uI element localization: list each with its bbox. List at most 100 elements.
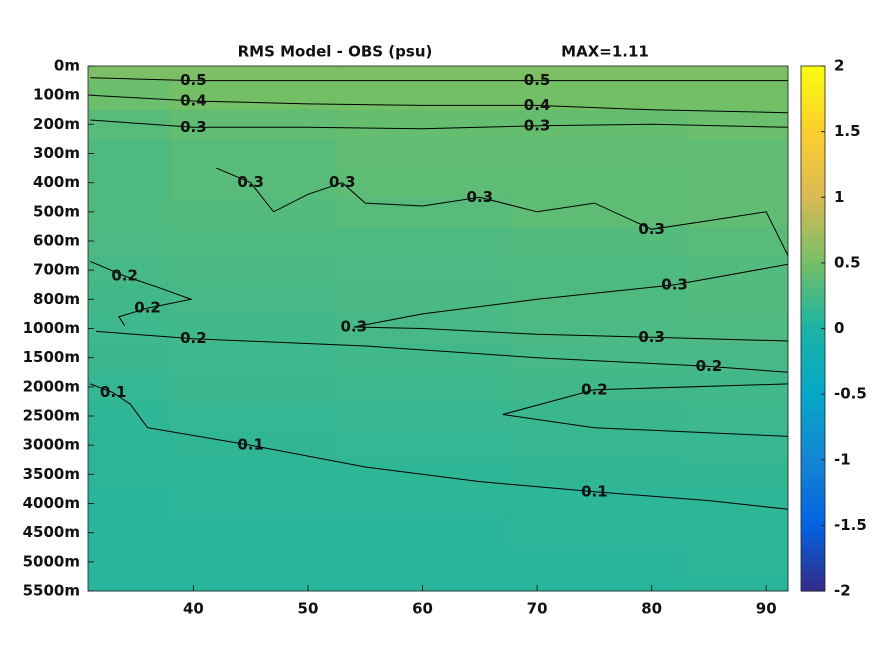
field-cell [170,488,338,519]
colorbar-segment [801,455,825,461]
contour-label: 0.3 [467,188,494,206]
colorbar-segment [801,217,825,223]
colorbar-segment [801,406,825,412]
colorbar-segment [801,143,825,149]
colorbar-segment [801,545,825,551]
colorbar-segment [801,189,825,194]
field-cell [336,488,509,519]
contour-label: 0.3 [341,318,368,336]
colorbar-segment [801,78,825,84]
contour-line [95,330,789,373]
field-cell [686,284,789,315]
contour-line [90,94,789,114]
colorbar-segment [801,508,825,514]
field-cell [336,576,509,592]
colorbar-segment [801,86,825,92]
colorbar-segment [801,307,825,313]
y-tick-label: 5000m [23,552,80,570]
field-cell [88,168,171,198]
contour-line [216,167,789,256]
colorbar-segment [801,201,825,207]
field-cell [336,430,509,461]
colorbar-segment [801,414,825,420]
colorbar-segment [801,504,825,510]
field-cell [170,518,338,548]
y-tick-label: 3500m [23,465,80,483]
colorbar-segment [801,377,825,383]
colorbar-segment [801,344,825,350]
colorbar-segment [801,484,825,490]
colorbar-segment [801,66,825,71]
colorbar-segment [801,541,825,547]
field-cell [336,284,509,315]
colorbar-tick-label: -0.5 [834,385,867,403]
contour-line [353,263,789,342]
colorbar-segment [801,533,825,539]
colorbar-tick-label: -1 [834,450,851,468]
y-tick-label: 4500m [23,523,80,541]
colorbar-segment [801,381,825,387]
field-cell [88,430,171,461]
field-cell [170,168,338,198]
colorbar-segment [801,554,825,559]
colorbar-segment [801,332,825,338]
field-cell [88,372,171,402]
colorbar-segment [801,82,825,88]
field-cell [508,372,687,402]
colorbar-segment [801,451,825,457]
colorbar-tick-label: -2 [834,582,851,600]
colorbar-tick-label: 1 [834,188,844,206]
colorbar-segment [801,525,825,531]
colorbar-segment [801,111,825,116]
colorbar-segment [801,574,825,580]
field-cell [686,80,789,111]
colorbar-segment [801,410,825,416]
field-cell [170,284,338,315]
y-tick-label: 500m [33,202,80,220]
colorbar-tick-label: 0 [834,319,844,337]
colorbar-segment [801,164,825,170]
colorbar-segment [801,521,825,526]
colorbar-segment [801,107,825,112]
field-cell [88,197,171,227]
y-tick-label: 100m [33,86,80,104]
field-cell [336,518,509,548]
colorbar-segment [801,213,825,219]
colorbar-segment [801,586,825,592]
colorbar-segment [801,275,825,280]
colorbar-segment [801,230,825,235]
contour-label: 0.3 [237,173,264,191]
colorbar-segment [801,558,825,563]
colorbar-segment [801,582,825,588]
field-cell [88,488,171,519]
colorbar-segment [801,172,825,178]
colorbar-segment [801,209,825,215]
field-cell [170,547,338,577]
field-cell [508,518,687,548]
colorbar-segment [801,476,825,481]
field-cell [686,226,789,257]
colorbar-segment [801,422,825,428]
colorbar-segment [801,258,825,264]
colorbar-tick-label: 2 [834,57,844,75]
colorbar-segment [801,447,825,453]
y-tick-label: 400m [33,173,80,191]
colorbar-segment [801,262,825,268]
contour-label: 0.3 [329,173,356,191]
colorbar-segment [801,517,825,522]
colorbar-segment [801,435,825,440]
colorbar-segment [801,160,825,166]
colorbar-segment [801,119,825,125]
field-cell [508,547,687,577]
colorbar-segment [801,295,825,301]
y-tick-label: 600m [33,232,80,250]
colorbar-segment [801,390,825,395]
colorbar-segment [801,279,825,284]
y-tick-label: 800m [33,290,80,308]
colorbar-segment [801,139,825,145]
field-cell [508,430,687,461]
contour-label: 0.3 [638,220,665,238]
field-cell [88,518,171,548]
colorbar-segment [801,156,825,161]
field-cell [508,168,687,198]
